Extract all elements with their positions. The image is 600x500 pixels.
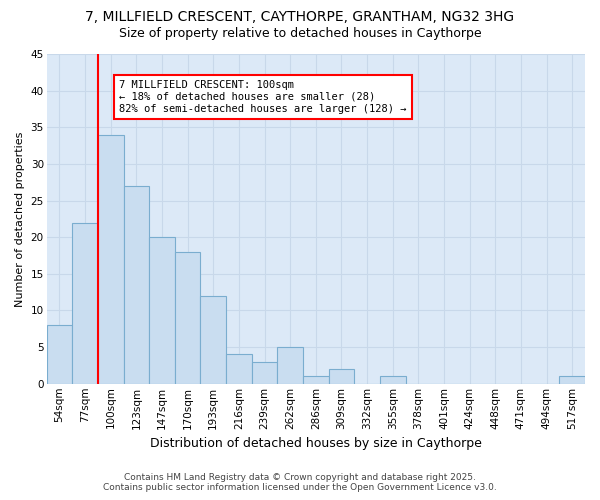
Bar	[200, 296, 226, 384]
Bar	[98, 134, 124, 384]
Bar	[277, 347, 303, 384]
Bar	[303, 376, 329, 384]
Bar	[175, 252, 200, 384]
Bar	[124, 186, 149, 384]
Bar	[329, 369, 354, 384]
Y-axis label: Number of detached properties: Number of detached properties	[15, 131, 25, 306]
Bar	[72, 222, 98, 384]
Text: Size of property relative to detached houses in Caythorpe: Size of property relative to detached ho…	[119, 28, 481, 40]
Text: 7, MILLFIELD CRESCENT, CAYTHORPE, GRANTHAM, NG32 3HG: 7, MILLFIELD CRESCENT, CAYTHORPE, GRANTH…	[85, 10, 515, 24]
Bar	[149, 237, 175, 384]
Bar	[559, 376, 585, 384]
Bar	[380, 376, 406, 384]
Text: 7 MILLFIELD CRESCENT: 100sqm
← 18% of detached houses are smaller (28)
82% of se: 7 MILLFIELD CRESCENT: 100sqm ← 18% of de…	[119, 80, 407, 114]
X-axis label: Distribution of detached houses by size in Caythorpe: Distribution of detached houses by size …	[150, 437, 482, 450]
Text: Contains HM Land Registry data © Crown copyright and database right 2025.
Contai: Contains HM Land Registry data © Crown c…	[103, 473, 497, 492]
Bar	[226, 354, 251, 384]
Bar	[47, 325, 72, 384]
Bar	[251, 362, 277, 384]
